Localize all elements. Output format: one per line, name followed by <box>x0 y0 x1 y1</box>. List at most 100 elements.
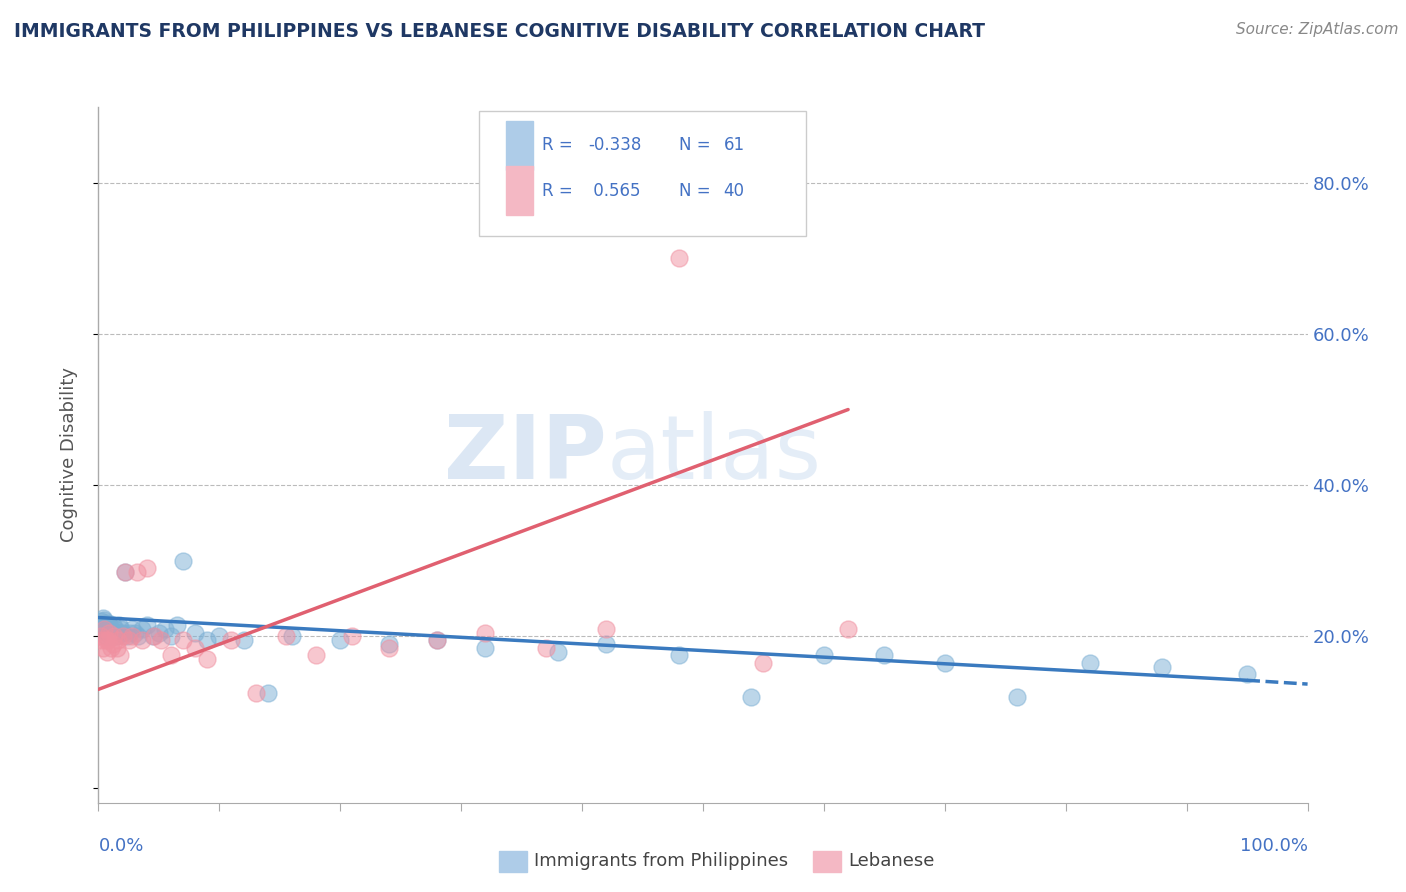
Point <box>1236 667 1258 681</box>
Point <box>96 622 118 636</box>
Point <box>108 625 131 640</box>
Point <box>142 629 165 643</box>
Point <box>426 633 449 648</box>
Point <box>91 610 114 624</box>
Point <box>131 633 153 648</box>
Point <box>135 618 157 632</box>
Point <box>104 622 127 636</box>
Point <box>111 629 134 643</box>
Point <box>91 640 114 655</box>
Point <box>127 565 149 579</box>
Point <box>108 618 131 632</box>
Point <box>90 615 112 629</box>
Point <box>281 629 304 643</box>
Point <box>100 629 122 643</box>
Point <box>1007 690 1029 704</box>
Text: Lebanese: Lebanese <box>848 852 934 870</box>
Text: Source: ZipAtlas.com: Source: ZipAtlas.com <box>1236 22 1399 37</box>
Point <box>93 622 115 636</box>
Point <box>94 629 117 643</box>
Point <box>100 625 122 640</box>
Point <box>103 625 125 640</box>
Point <box>101 637 124 651</box>
Point <box>100 622 122 636</box>
Point <box>740 690 762 704</box>
Point <box>160 648 183 663</box>
Point <box>107 625 129 640</box>
Point <box>534 640 557 655</box>
Point <box>124 625 146 640</box>
Point <box>96 625 118 640</box>
Point <box>143 629 166 643</box>
Point <box>93 615 115 630</box>
Point <box>110 622 132 636</box>
Point <box>172 554 194 568</box>
Point <box>105 640 128 655</box>
Point <box>474 640 496 655</box>
Point <box>108 648 131 663</box>
FancyBboxPatch shape <box>506 121 533 169</box>
Text: 0.565: 0.565 <box>588 182 641 200</box>
Point <box>98 618 121 632</box>
Point <box>91 622 114 636</box>
Point <box>121 629 143 643</box>
Point <box>96 644 118 658</box>
Point <box>117 629 139 643</box>
Point <box>426 633 449 648</box>
Point <box>813 648 835 663</box>
Text: R =: R = <box>543 136 578 154</box>
Text: -0.338: -0.338 <box>588 136 641 154</box>
Point <box>135 561 157 575</box>
Point <box>342 629 364 643</box>
Point <box>377 640 399 655</box>
Point <box>232 633 254 648</box>
Point <box>100 640 122 655</box>
Point <box>208 629 231 643</box>
Point <box>474 625 496 640</box>
Point <box>184 640 207 655</box>
Point <box>97 620 120 634</box>
FancyBboxPatch shape <box>479 111 806 235</box>
Point <box>274 629 297 643</box>
Point <box>195 633 218 648</box>
Point <box>752 656 775 670</box>
Point <box>153 622 176 636</box>
Text: 61: 61 <box>724 136 745 154</box>
Text: N =: N = <box>679 136 716 154</box>
Point <box>94 618 117 632</box>
Point <box>245 686 267 700</box>
Point <box>121 622 143 636</box>
Point <box>377 637 399 651</box>
Point <box>256 686 278 700</box>
Point <box>172 633 194 648</box>
Point <box>118 625 141 640</box>
Point <box>131 622 153 636</box>
Point <box>111 625 134 640</box>
Text: atlas: atlas <box>606 411 821 499</box>
Text: 40: 40 <box>724 182 745 200</box>
Point <box>184 625 207 640</box>
Point <box>94 633 117 648</box>
Point <box>668 648 690 663</box>
Point <box>305 648 328 663</box>
Point <box>98 625 121 640</box>
Point <box>98 624 121 638</box>
Point <box>329 633 352 648</box>
Point <box>150 633 173 648</box>
Point <box>221 633 243 648</box>
Point <box>1078 656 1101 670</box>
Text: ZIP: ZIP <box>443 411 606 499</box>
Point <box>107 633 129 648</box>
Text: 0.0%: 0.0% <box>98 837 143 855</box>
Point <box>91 618 114 632</box>
Point <box>873 648 896 663</box>
Point <box>97 633 120 648</box>
Point <box>668 252 690 266</box>
Point <box>547 644 569 658</box>
Text: N =: N = <box>679 182 716 200</box>
Point <box>91 633 114 648</box>
Text: 100.0%: 100.0% <box>1240 837 1308 855</box>
Point <box>114 565 136 579</box>
Point <box>934 656 956 670</box>
Point <box>837 622 859 636</box>
